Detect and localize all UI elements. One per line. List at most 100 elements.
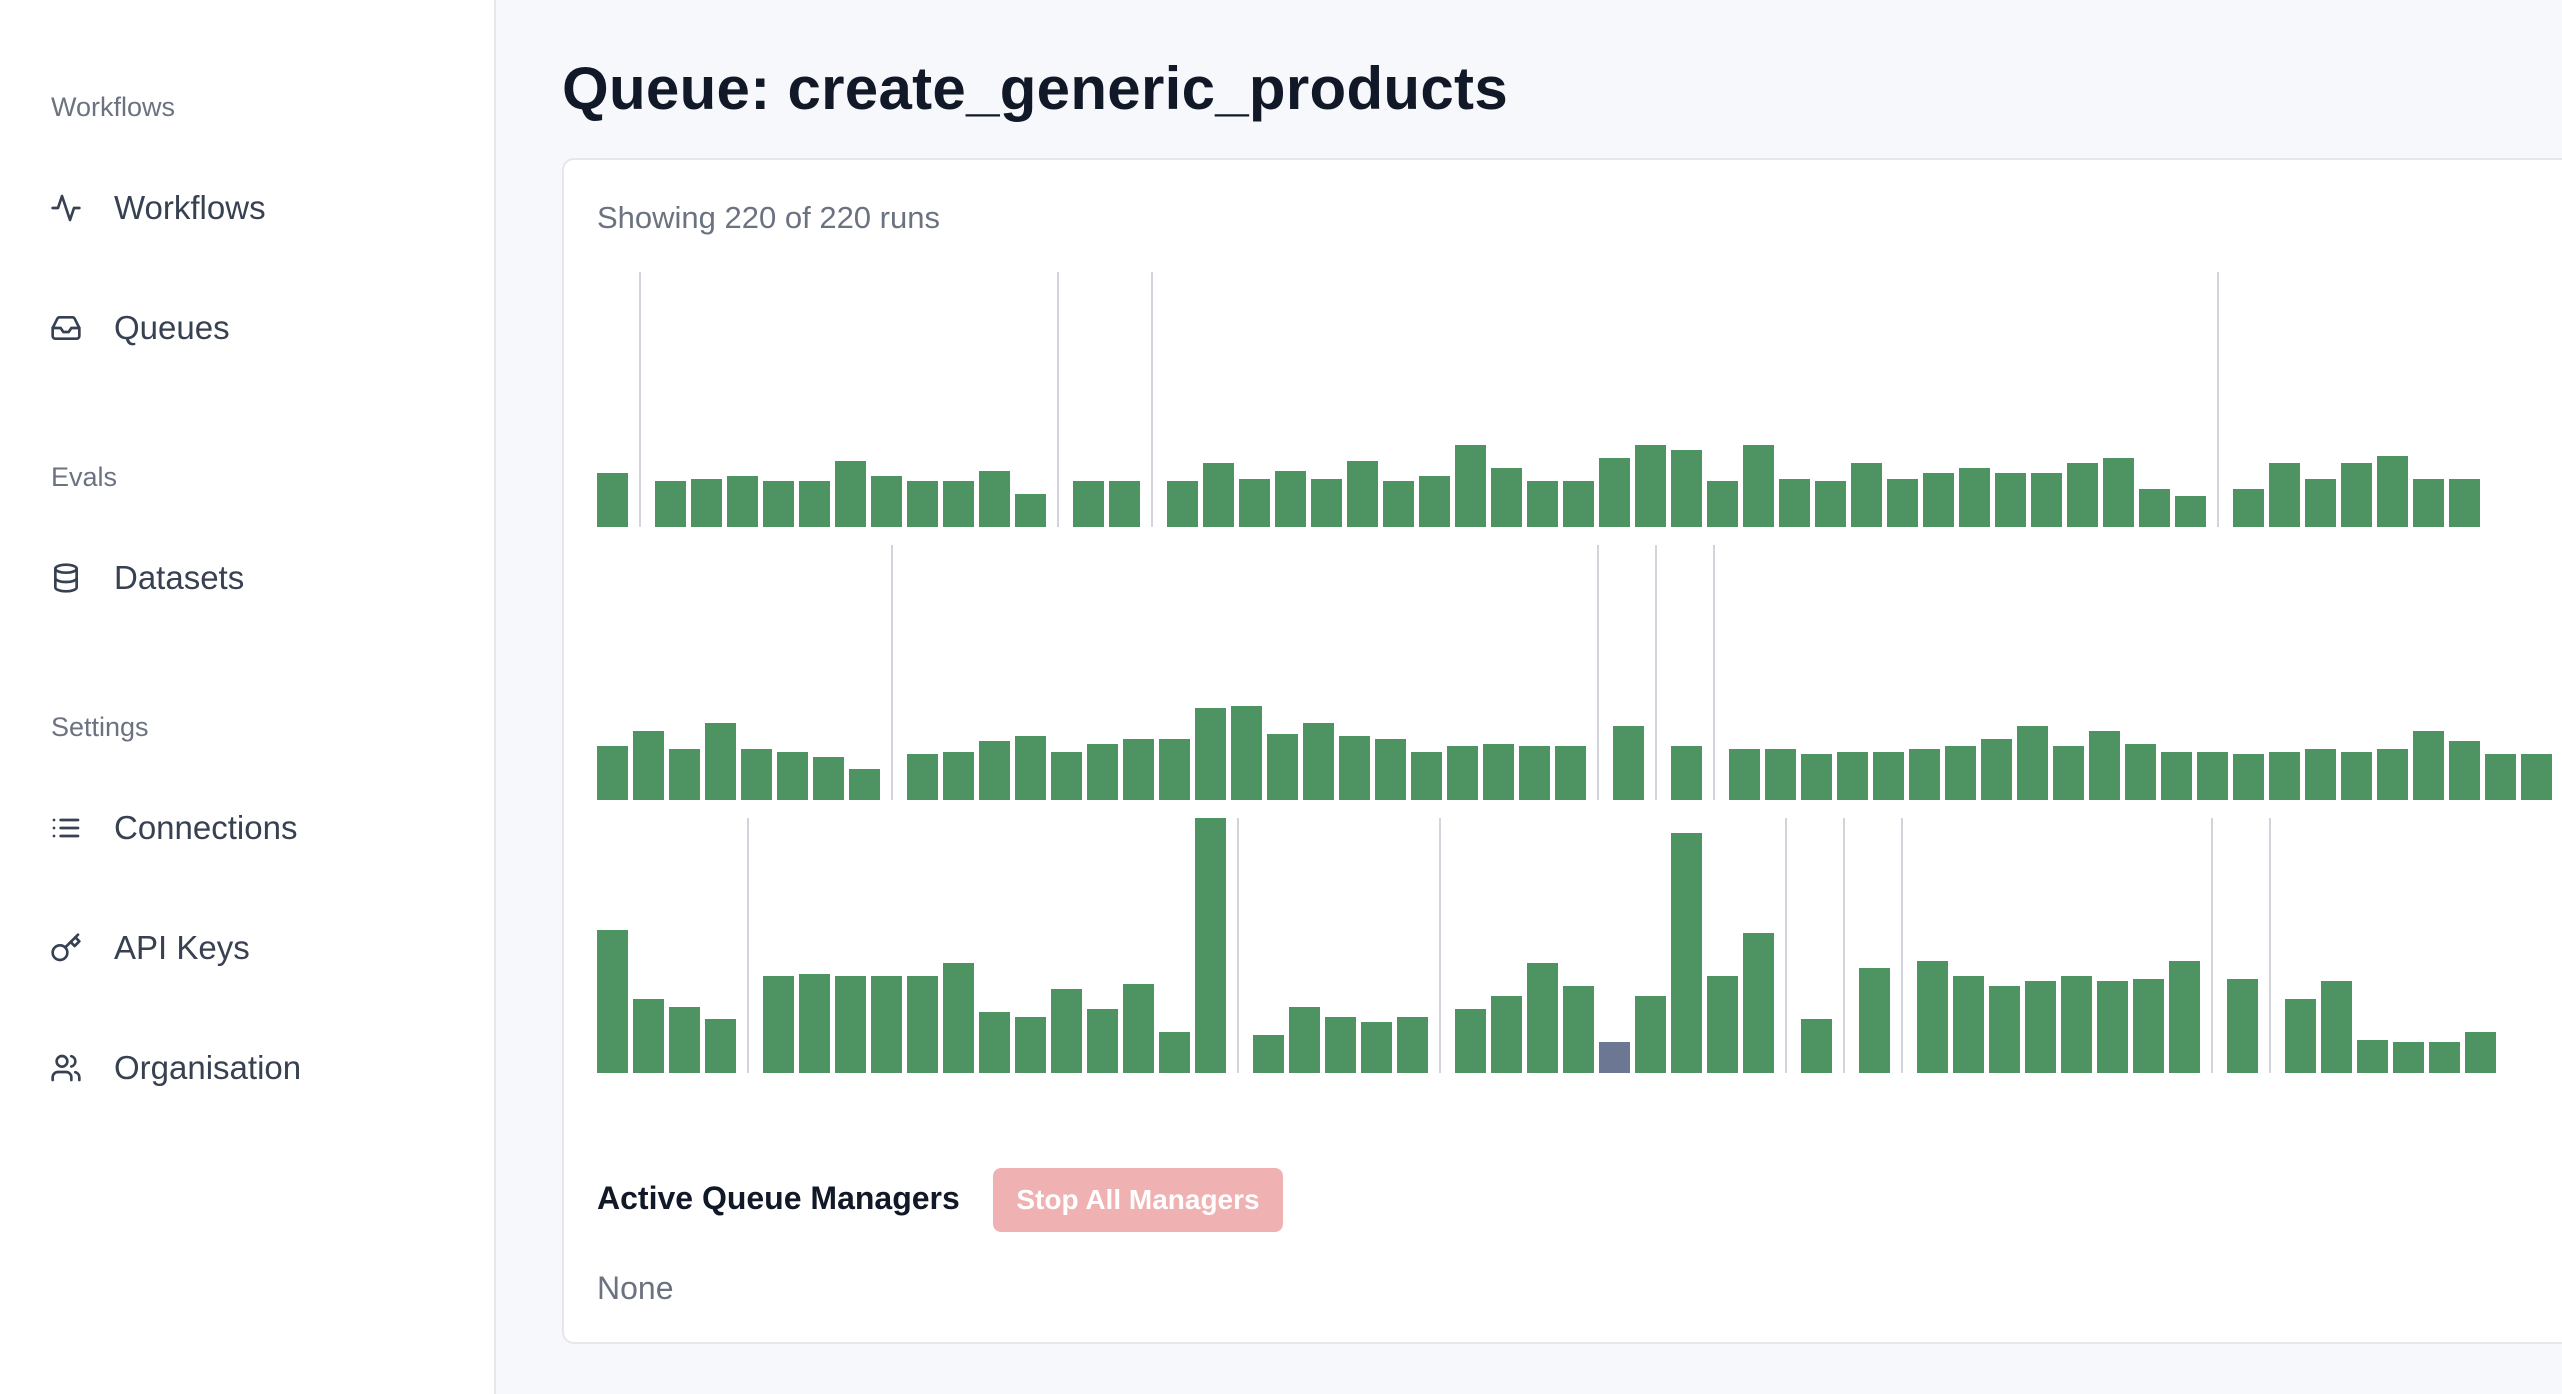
run-bar[interactable] <box>1707 976 1738 1073</box>
run-bar[interactable] <box>2449 479 2480 527</box>
run-bar[interactable] <box>1483 744 1514 800</box>
run-bar[interactable] <box>835 461 866 527</box>
run-bar[interactable] <box>669 749 700 800</box>
run-bar[interactable] <box>1383 481 1414 527</box>
run-bar[interactable] <box>2465 1032 2496 1073</box>
run-bar[interactable] <box>1051 989 1082 1073</box>
run-bar[interactable] <box>2341 463 2372 527</box>
run-bar[interactable] <box>1887 479 1918 527</box>
run-bar[interactable] <box>1729 749 1760 800</box>
run-bar[interactable] <box>907 481 938 527</box>
run-bar[interactable] <box>2413 731 2444 800</box>
run-bar[interactable] <box>1959 468 1990 527</box>
run-bar[interactable] <box>1837 752 1868 800</box>
run-bar[interactable] <box>1447 746 1478 800</box>
run-bar[interactable] <box>2139 489 2170 527</box>
run-bar[interactable] <box>1123 984 1154 1073</box>
run-bar[interactable] <box>1073 481 1104 527</box>
run-bar[interactable] <box>1051 752 1082 800</box>
sidebar-item-api-keys[interactable]: API Keys <box>48 918 468 978</box>
run-bar[interactable] <box>1519 746 1550 800</box>
run-bar[interactable] <box>1613 726 1644 800</box>
run-bar[interactable] <box>1815 481 1846 527</box>
run-bar[interactable] <box>1707 481 1738 527</box>
run-bar[interactable] <box>2305 479 2336 527</box>
run-bar[interactable] <box>2233 489 2264 527</box>
run-bar[interactable] <box>1167 481 1198 527</box>
run-bar[interactable] <box>1267 734 1298 800</box>
run-bar[interactable] <box>2429 1042 2460 1073</box>
run-bar[interactable] <box>1851 463 1882 527</box>
run-bar[interactable] <box>2485 754 2516 800</box>
sidebar-item-connections[interactable]: Connections <box>48 798 468 858</box>
run-bar[interactable] <box>633 999 664 1073</box>
run-bar[interactable] <box>597 930 628 1073</box>
run-bar[interactable] <box>669 1007 700 1073</box>
run-bar[interactable] <box>2413 479 2444 527</box>
run-bar[interactable] <box>1801 754 1832 800</box>
run-bar[interactable] <box>2357 1040 2388 1073</box>
run-bar[interactable] <box>1635 445 1666 527</box>
run-bar[interactable] <box>835 976 866 1073</box>
run-bar[interactable] <box>2321 981 2352 1073</box>
stop-all-managers-button[interactable]: Stop All Managers <box>993 1168 1283 1232</box>
run-bar[interactable] <box>799 974 830 1073</box>
run-bar[interactable] <box>1599 1042 1630 1073</box>
run-bar[interactable] <box>1015 736 1046 800</box>
run-bar[interactable] <box>2125 744 2156 800</box>
run-bar[interactable] <box>799 481 830 527</box>
run-bar[interactable] <box>655 481 686 527</box>
run-bar[interactable] <box>1303 723 1334 800</box>
run-bar[interactable] <box>1347 461 1378 527</box>
run-bar[interactable] <box>597 473 628 527</box>
run-bar[interactable] <box>1325 1017 1356 1073</box>
run-bar[interactable] <box>1419 476 1450 527</box>
run-bar[interactable] <box>1411 752 1442 800</box>
sidebar-item-datasets[interactable]: Datasets <box>48 548 468 608</box>
run-bar[interactable] <box>1491 468 1522 527</box>
run-bar[interactable] <box>907 976 938 1073</box>
run-bar[interactable] <box>2285 999 2316 1073</box>
run-bar[interactable] <box>1801 1019 1832 1073</box>
run-bar[interactable] <box>1563 986 1594 1073</box>
run-bar[interactable] <box>1779 479 1810 527</box>
run-bar[interactable] <box>691 479 722 527</box>
run-bar[interactable] <box>1087 744 1118 800</box>
run-bar[interactable] <box>1743 933 1774 1073</box>
run-bar[interactable] <box>943 963 974 1073</box>
run-bar[interactable] <box>1873 752 1904 800</box>
run-bar[interactable] <box>1945 746 1976 800</box>
run-bar[interactable] <box>1989 986 2020 1073</box>
run-bar[interactable] <box>2031 473 2062 527</box>
run-bar[interactable] <box>1981 739 2012 800</box>
run-bar[interactable] <box>741 749 772 800</box>
run-bar[interactable] <box>1289 1007 1320 1073</box>
run-bar[interactable] <box>2377 749 2408 800</box>
run-bar[interactable] <box>1253 1035 1284 1073</box>
run-bar[interactable] <box>705 723 736 800</box>
run-bar[interactable] <box>1527 963 1558 1073</box>
run-bar[interactable] <box>1109 481 1140 527</box>
run-bar[interactable] <box>763 976 794 1073</box>
run-bar[interactable] <box>2053 746 2084 800</box>
run-bar[interactable] <box>705 1019 736 1073</box>
run-bar[interactable] <box>1555 746 1586 800</box>
run-bar[interactable] <box>907 754 938 800</box>
run-bar[interactable] <box>1859 968 1890 1073</box>
run-bar[interactable] <box>1203 463 1234 527</box>
run-bar[interactable] <box>979 471 1010 527</box>
run-bar[interactable] <box>2025 981 2056 1073</box>
run-bar[interactable] <box>2197 752 2228 800</box>
run-bar[interactable] <box>1015 494 1046 527</box>
run-bar[interactable] <box>1311 479 1342 527</box>
run-bar[interactable] <box>1159 1032 1190 1073</box>
run-bar[interactable] <box>1491 996 1522 1073</box>
run-bar[interactable] <box>1195 818 1226 1073</box>
run-bar[interactable] <box>979 1012 1010 1073</box>
run-bar[interactable] <box>979 741 1010 800</box>
run-bar[interactable] <box>1917 961 1948 1073</box>
run-bar[interactable] <box>1455 445 1486 527</box>
run-bar[interactable] <box>1953 976 1984 1073</box>
run-bar[interactable] <box>1159 739 1190 800</box>
sidebar-item-organisation[interactable]: Organisation <box>48 1038 468 1098</box>
